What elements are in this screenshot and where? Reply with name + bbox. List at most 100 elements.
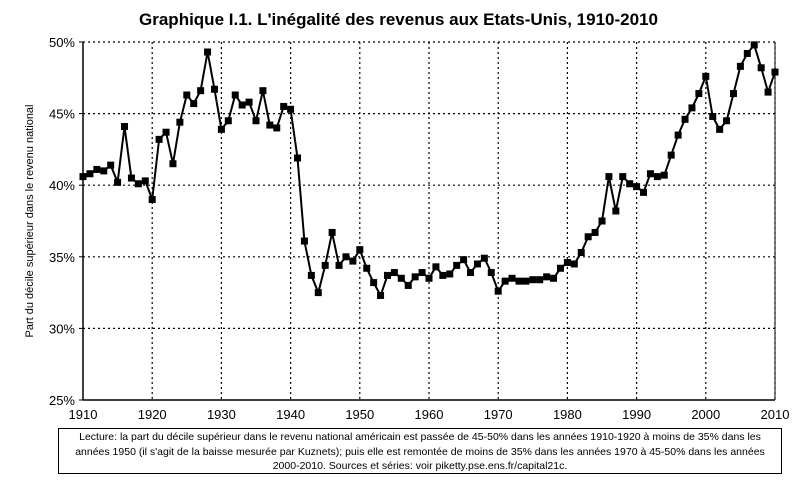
data-point <box>370 279 378 287</box>
data-point <box>259 87 267 95</box>
data-point <box>688 104 696 112</box>
y-tick-label: 35% <box>49 250 75 265</box>
data-point <box>418 269 426 277</box>
data-point <box>757 64 765 72</box>
data-point <box>141 177 149 185</box>
data-point <box>86 170 94 178</box>
data-point <box>494 287 502 295</box>
data-point <box>176 118 184 126</box>
data-point <box>591 228 599 236</box>
data-point <box>100 167 108 175</box>
data-point <box>667 151 675 159</box>
data-point <box>390 269 398 277</box>
data-point <box>750 41 758 49</box>
data-point <box>252 117 260 125</box>
x-tick-label: 1910 <box>69 407 98 422</box>
data-point <box>127 174 135 182</box>
data-point <box>702 72 710 80</box>
data-point <box>480 254 488 262</box>
data-point <box>79 173 87 181</box>
data-point <box>709 112 717 120</box>
data-point <box>321 261 329 269</box>
x-tick-label: 1930 <box>207 407 236 422</box>
x-tick-label: 1920 <box>138 407 167 422</box>
data-point <box>190 100 198 108</box>
data-point <box>425 274 433 282</box>
data-point <box>764 88 772 96</box>
data-point <box>729 90 737 98</box>
data-point <box>280 102 288 110</box>
data-point <box>681 115 689 123</box>
x-tick-label: 1970 <box>484 407 513 422</box>
x-tick-label: 2010 <box>761 407 790 422</box>
data-point <box>605 173 613 181</box>
data-point <box>273 124 281 132</box>
data-point <box>197 87 205 95</box>
data-point <box>349 257 357 265</box>
data-point <box>107 161 115 169</box>
data-point <box>508 274 516 282</box>
x-tick-label: 1940 <box>276 407 305 422</box>
y-tick-label: 30% <box>49 321 75 336</box>
data-point <box>93 165 101 173</box>
data-point <box>771 68 779 76</box>
data-point <box>723 117 731 125</box>
data-point <box>550 274 558 282</box>
data-point <box>314 289 322 297</box>
data-point <box>183 91 191 99</box>
data-point <box>515 277 523 285</box>
data-point <box>287 105 295 113</box>
data-point <box>522 277 530 285</box>
y-axis-label: Part du décile supérieur dans le revenu … <box>24 105 36 338</box>
data-point <box>432 263 440 271</box>
data-point <box>411 273 419 281</box>
data-point <box>529 276 537 284</box>
data-point <box>300 237 308 245</box>
x-tick-label: 2000 <box>691 407 720 422</box>
data-point <box>134 180 142 188</box>
data-point <box>660 171 668 179</box>
x-tick-label: 1950 <box>345 407 374 422</box>
line-chart: 25% 30% 35% 40% 45% 50% 1910 1920 1930 1940 1950 19… <box>24 35 790 422</box>
data-point <box>543 273 551 281</box>
data-point <box>231 91 239 99</box>
data-point <box>487 269 495 277</box>
data-point <box>695 90 703 98</box>
data-point <box>577 249 585 257</box>
data-point <box>446 270 454 278</box>
data-point <box>460 256 468 264</box>
x-tick-label: 1990 <box>622 407 651 422</box>
data-point <box>342 253 350 261</box>
data-point <box>404 281 412 289</box>
x-tick-label: 1980 <box>553 407 582 422</box>
data-point <box>563 259 571 267</box>
y-tick-label: 50% <box>49 35 75 50</box>
y-tick-label: 45% <box>49 107 75 122</box>
data-point <box>169 160 177 168</box>
chart-title: Graphique I.1. L'inégalité des revenus a… <box>139 10 658 29</box>
data-point <box>646 170 654 178</box>
data-point <box>640 188 648 196</box>
data-point <box>383 271 391 279</box>
data-point <box>162 128 170 136</box>
data-point <box>210 85 218 93</box>
data-point <box>307 271 315 279</box>
data-point <box>217 125 225 133</box>
data-point <box>598 217 606 225</box>
data-point <box>453 261 461 269</box>
data-point <box>238 101 246 109</box>
data-point <box>377 291 385 299</box>
data-point <box>536 276 544 284</box>
data-point <box>473 260 481 268</box>
data-point <box>570 260 578 268</box>
data-point <box>467 269 475 277</box>
data-point <box>716 125 724 133</box>
data-point <box>736 62 744 70</box>
y-tick-label: 25% <box>49 393 75 408</box>
data-point <box>626 180 634 188</box>
data-point <box>148 196 156 204</box>
data-point <box>439 271 447 279</box>
data-point <box>204 48 212 56</box>
data-point <box>245 98 253 106</box>
data-point <box>501 277 509 285</box>
